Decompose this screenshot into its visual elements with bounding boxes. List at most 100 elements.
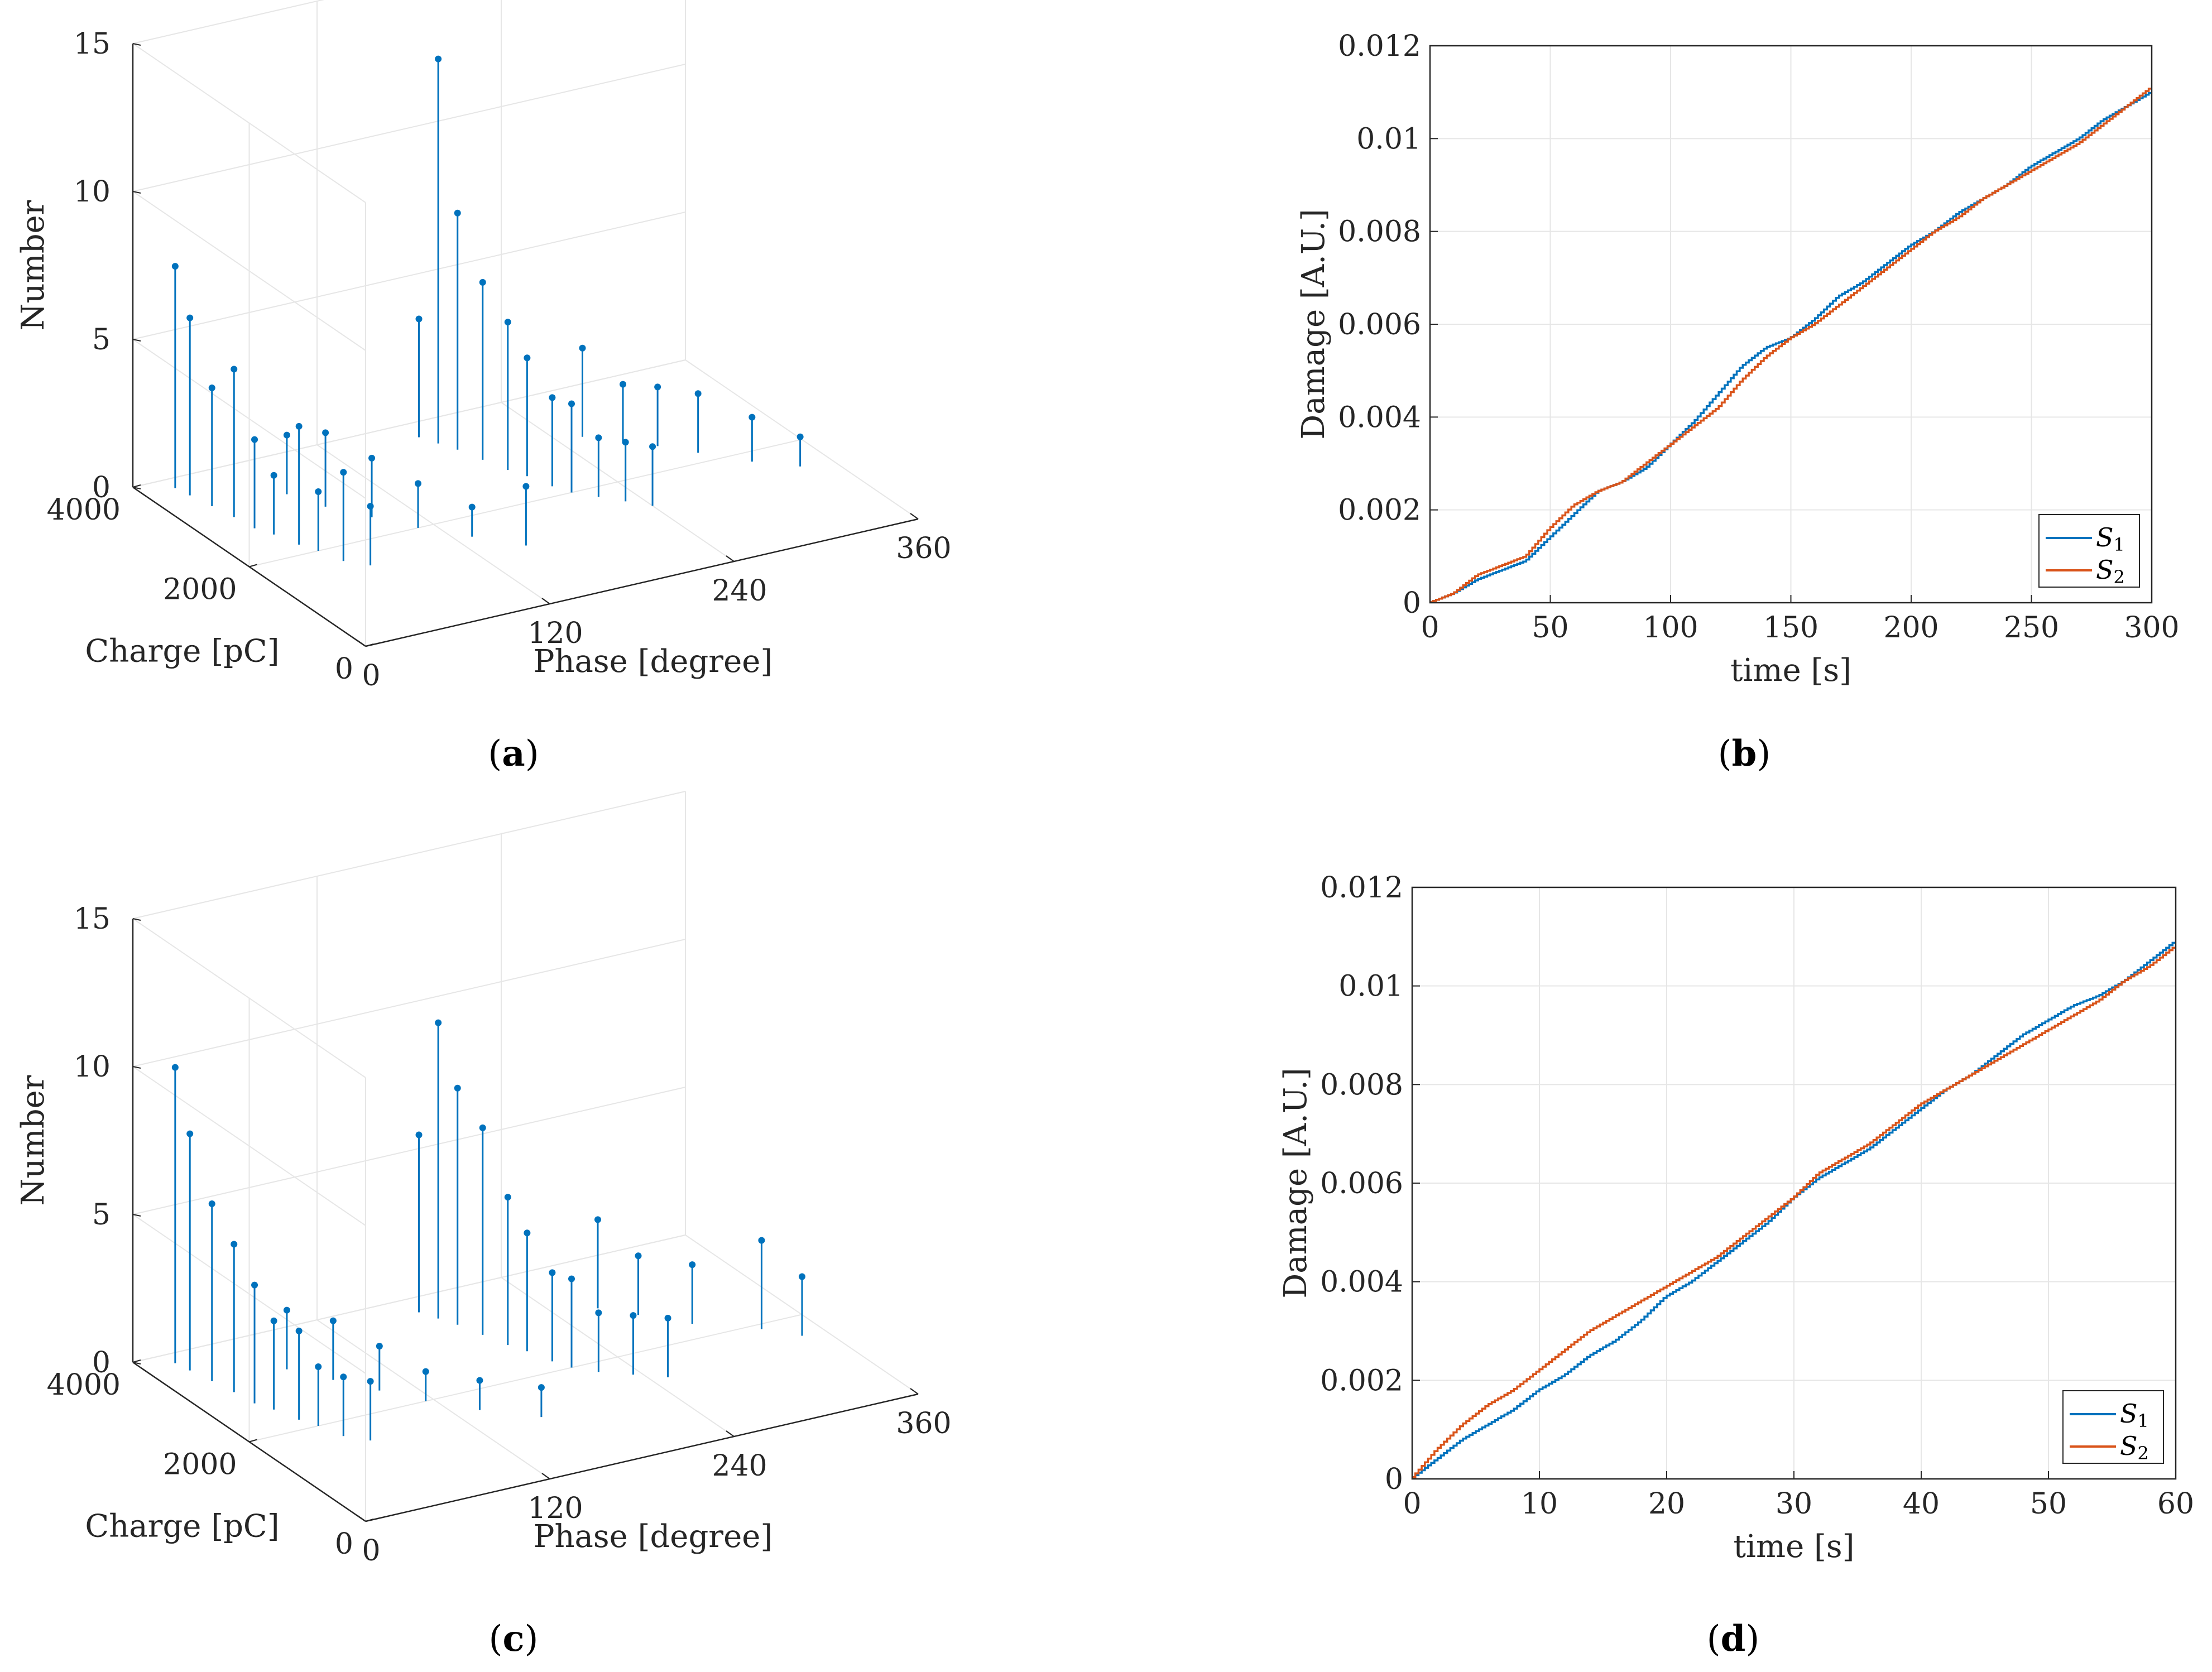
stem-marker <box>476 1377 483 1384</box>
stem-marker <box>694 390 702 397</box>
y-tick-label: 0.008 <box>1320 1068 1403 1102</box>
x-tick-label: 240 <box>712 1449 767 1483</box>
stem-marker <box>568 1275 575 1282</box>
x-tick-label: 40 <box>1903 1487 1940 1521</box>
x-tick-mark <box>357 640 366 647</box>
x-tick-mark <box>541 1473 550 1479</box>
stem-marker <box>186 1130 194 1137</box>
legend-box <box>2062 1390 2164 1464</box>
x-tick-label: 250 <box>2004 611 2059 645</box>
x-tick-mark <box>357 1515 366 1522</box>
x-tick-label: 20 <box>1648 1487 1685 1521</box>
z-tick-label: 10 <box>74 1050 111 1084</box>
stem-marker <box>208 1200 215 1208</box>
y-tick-label: 0.01 <box>1338 970 1403 1003</box>
stem-marker <box>504 319 511 326</box>
stem-marker <box>594 1216 601 1223</box>
legend-label-s1: S1 <box>2096 522 2125 555</box>
stem-marker <box>622 439 629 446</box>
y-tick-label: 0.01 <box>1356 122 1421 156</box>
legend-label-s2: S2 <box>2096 555 2125 588</box>
x-tick-label: 50 <box>2030 1487 2067 1521</box>
stem-marker <box>454 1084 461 1092</box>
stem-marker <box>635 1252 642 1260</box>
y-tick-mark <box>249 1439 257 1443</box>
z-tick-label: 15 <box>74 902 111 936</box>
y-tick-label: 0.012 <box>1338 30 1421 63</box>
y-tick-label: 0.008 <box>1338 215 1421 249</box>
stem-marker <box>283 1306 290 1314</box>
stem-marker <box>522 483 530 490</box>
stem-marker <box>295 1327 303 1334</box>
stem-marker <box>251 1281 258 1289</box>
z-gridline-back <box>132 0 325 44</box>
x-tick-label: 120 <box>527 1492 583 1525</box>
stem-marker <box>415 480 421 487</box>
stem-marker <box>186 314 194 321</box>
stem-marker <box>798 1273 805 1280</box>
z-gridline-back <box>132 64 686 192</box>
stem-marker <box>415 315 423 323</box>
y-tick-label: 4000 <box>47 493 121 527</box>
y-tick-mark <box>365 1519 374 1522</box>
caption-d: (d) <box>1707 1618 1760 1660</box>
axes-box <box>1411 886 2177 1480</box>
stem-marker <box>368 454 376 462</box>
stem-marker <box>231 1241 238 1248</box>
x-tick-mark <box>910 513 919 520</box>
stem-marker <box>479 1124 486 1131</box>
stem-marker <box>468 503 476 511</box>
stem-marker <box>664 1314 671 1322</box>
z-tick-label: 0 <box>92 1346 111 1380</box>
stem-marker <box>322 429 329 436</box>
stem-marker <box>454 209 461 217</box>
stem-marker <box>549 1269 556 1276</box>
z-gridline-back <box>132 1087 686 1215</box>
y-axis-label: Damage [A.U.] <box>1278 1068 1314 1298</box>
caption-c: (c) <box>489 1618 539 1660</box>
stem-marker <box>251 436 258 443</box>
x-tick-label: 60 <box>2157 1487 2194 1521</box>
panel-b-line-chart: 0 50 100 150 200 250 300 0 0.002 0.004 0.006 0.008 0… <box>1295 30 2180 689</box>
stem-marker <box>270 1317 277 1324</box>
stem-marker <box>796 433 804 440</box>
y-axis-label: Charge [pC] <box>85 1508 279 1545</box>
z-tick-label: 5 <box>92 323 111 357</box>
series-line-s2 <box>1412 946 2176 1478</box>
z-tick-label: 5 <box>92 1198 111 1232</box>
stem-marker <box>329 1317 337 1324</box>
x-axis-label: time [s] <box>1734 1529 1855 1565</box>
axes-box <box>1429 45 2153 604</box>
legend-label-s2: S2 <box>2120 1431 2149 1464</box>
stem-marker <box>504 1194 511 1201</box>
stem-marker <box>630 1312 637 1319</box>
z-tick-mark <box>132 1214 141 1217</box>
x-tick-label: 240 <box>712 574 767 608</box>
legend-box <box>2038 514 2140 588</box>
stem-marker <box>171 1064 179 1071</box>
stem-marker <box>315 488 322 495</box>
stem-marker <box>579 344 586 352</box>
x-tick-label: 10 <box>1521 1487 1558 1521</box>
z-tick-mark <box>132 1362 141 1364</box>
stem-marker <box>435 1019 442 1026</box>
x-axis-label: Phase [degree] <box>534 1519 772 1555</box>
x-tick-label: 150 <box>1763 611 1818 645</box>
stem-marker <box>595 434 602 441</box>
stem-marker <box>315 1363 322 1370</box>
stem-marker <box>295 422 303 430</box>
series-line-s2 <box>1430 88 2152 603</box>
stem-marker <box>595 1309 602 1317</box>
y-tick-label: 0.002 <box>1338 494 1421 527</box>
stem-marker <box>415 1131 423 1138</box>
x-axis-label: time [s] <box>1730 652 1851 689</box>
stem-marker <box>649 443 656 450</box>
y-tick-label: 2000 <box>163 1448 237 1482</box>
y-tick-mark <box>132 1359 141 1363</box>
y-tick-label: 0.006 <box>1338 308 1421 342</box>
x-axis-line <box>365 518 919 647</box>
legend-label-s1: S1 <box>2120 1399 2149 1431</box>
stem-marker <box>422 1368 429 1375</box>
